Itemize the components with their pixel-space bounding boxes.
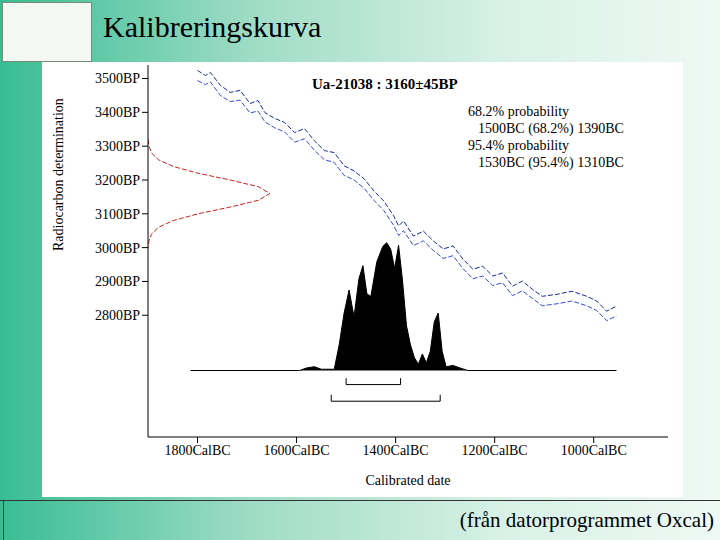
svg-text:1200CalBC: 1200CalBC	[462, 443, 528, 458]
svg-text:3100BP: 3100BP	[95, 207, 140, 222]
svg-text:3500BP: 3500BP	[95, 71, 140, 86]
svg-text:1600CalBC: 1600CalBC	[264, 443, 330, 458]
html-text:95.4% probability: 95.4% probability	[468, 138, 570, 153]
html-text:1500BC (68.2%) 1390BC: 1500BC (68.2%) 1390BC	[478, 121, 624, 136]
html-text:1530BC (95.4%) 1310BC: 1530BC (95.4%) 1310BC	[478, 155, 624, 170]
html-text:Ua-21038 : 3160±45BP: Ua-21038 : 3160±45BP	[312, 76, 458, 92]
svg-text:Calibrated date: Calibrated date	[365, 473, 450, 488]
html-text:(från datorprogrammet Oxcal): (från datorprogrammet Oxcal)	[459, 508, 714, 532]
html-text:68.2% probability: 68.2% probability	[468, 104, 570, 119]
svg-text:1800CalBC: 1800CalBC	[164, 443, 230, 458]
svg-text:2900BP: 2900BP	[95, 274, 140, 289]
svg-text:3200BP: 3200BP	[95, 173, 140, 188]
svg-text:2800BP: 2800BP	[95, 308, 140, 323]
svg-text:3300BP: 3300BP	[95, 139, 140, 154]
svg-text:3400BP: 3400BP	[95, 105, 140, 120]
svg-text:Radiocarbon determination: Radiocarbon determination	[51, 98, 66, 251]
html-text:Kalibreringskurva: Kalibreringskurva	[103, 10, 322, 43]
svg-text:3000BP: 3000BP	[95, 241, 140, 256]
svg-text:1000CalBC: 1000CalBC	[561, 443, 627, 458]
svg-text:1400CalBC: 1400CalBC	[363, 443, 429, 458]
